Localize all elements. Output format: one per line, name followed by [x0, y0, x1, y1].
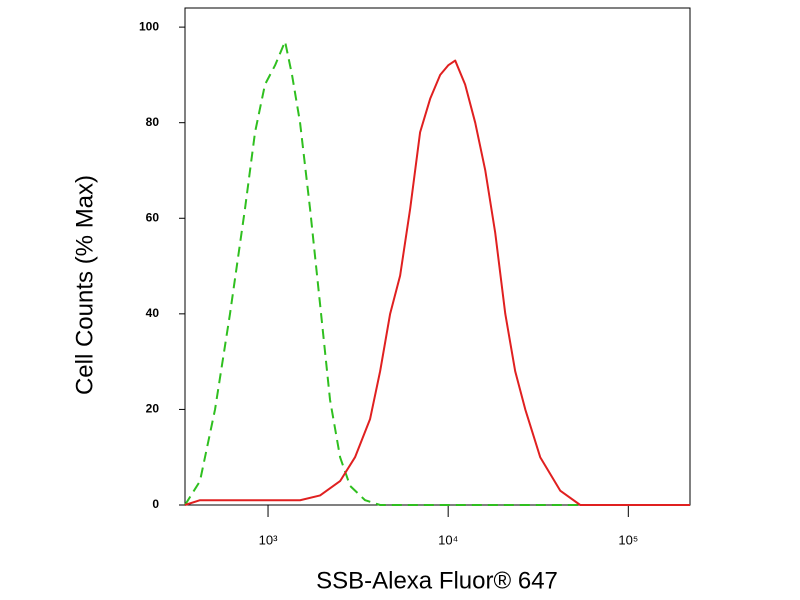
- x-tick-label: 10⁵: [618, 532, 638, 547]
- series-line: [184, 40, 690, 506]
- x-tick-label: 10³: [259, 532, 278, 547]
- series-line: [184, 59, 690, 506]
- y-axis-title: Cell Counts (% Max): [71, 175, 98, 395]
- y-tick-label: 40: [146, 306, 160, 320]
- x-tick-label: 10⁴: [438, 532, 458, 547]
- y-tick-label: 20: [146, 402, 160, 416]
- x-axis-title: SSB-Alexa Fluor® 647: [316, 567, 558, 594]
- y-tick-label: 0: [152, 497, 159, 511]
- y-tick-label: 100: [139, 19, 159, 33]
- y-tick-label: 60: [146, 210, 160, 224]
- y-tick-label: 80: [146, 115, 160, 129]
- plot-frame: [184, 7, 691, 506]
